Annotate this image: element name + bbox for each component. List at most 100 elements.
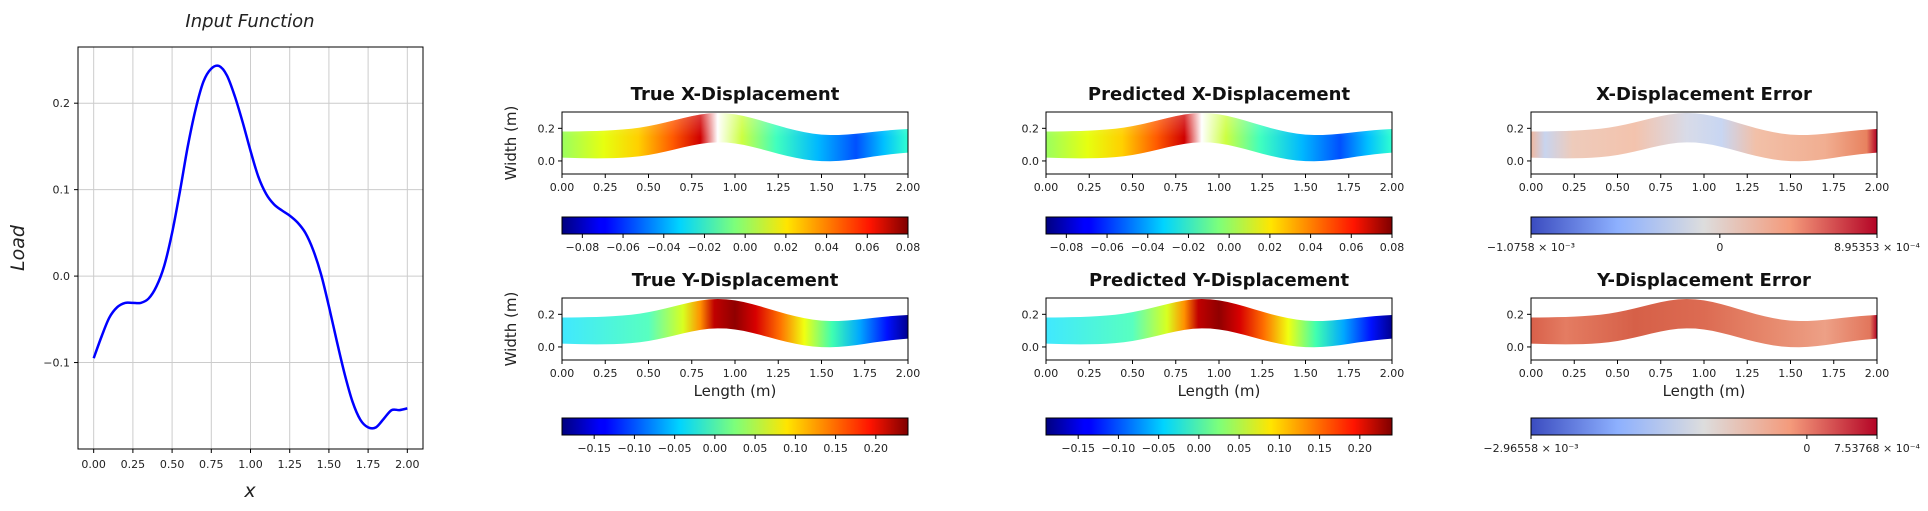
panel-title: True X-Displacement <box>631 84 840 105</box>
panel-title: X-Displacement Error <box>1596 84 1812 105</box>
panel-x-tick-label: 2.00 <box>1865 367 1890 380</box>
panel-x-tick-label: 0.00 <box>1034 367 1059 380</box>
colorbar-true-y: −0.15 −0.10 −0.05 0.00 0.05 0.10 0.15 0.20 <box>561 417 909 455</box>
colorbar-tick-label: 0.06 <box>855 241 880 254</box>
panel-x-tick-label: 1.50 <box>1293 367 1318 380</box>
colorbar-gradient <box>1045 417 1393 436</box>
panel-y-tick-label: 0.2 <box>1507 308 1525 321</box>
colorbar-tick-label: 0.05 <box>743 442 768 455</box>
colorbar-tick-label: −0.08 <box>1049 241 1083 254</box>
panel-x-tick-label: 1.75 <box>1337 181 1362 194</box>
panel-y-tick-label: 0.0 <box>1507 341 1525 354</box>
panel-x-tick-label: 1.25 <box>766 181 791 194</box>
line-chart-x-ticks: 0.00 0.25 0.50 0.75 1.00 1.25 1.50 1.75 2.00 <box>81 449 420 471</box>
panel-x-tick-label: 0.25 <box>593 367 618 380</box>
panel-true-y: True Y-Displacement 0.00 0.25 0.50 0.75 1.00 1… <box>502 270 920 455</box>
colorbar-tick-label: −0.06 <box>606 241 640 254</box>
panel-x-tick-label: 0.00 <box>550 181 575 194</box>
panel-title: Y-Displacement Error <box>1596 270 1811 291</box>
panel-x-label: Length (m) <box>1663 382 1746 400</box>
panel-x-tick-label: 1.25 <box>1250 181 1275 194</box>
colorbar-tick-label: 0.02 <box>774 241 799 254</box>
line-chart-x-tick-label: 2.00 <box>395 458 420 471</box>
colorbar-tick-label: −0.02 <box>1172 241 1206 254</box>
panel-x-tick-label: 0.25 <box>1077 367 1102 380</box>
panel-title: Predicted Y-Displacement <box>1089 270 1350 291</box>
colorbar-gradient <box>561 417 909 436</box>
colorbar-err-y: −2.96558 × 10⁻³ 0 7.53768 × 10⁻⁴ <box>1483 417 1921 455</box>
colorbar-tick-label: 0.10 <box>783 442 808 455</box>
line-chart-x-tick-label: 0.50 <box>160 458 185 471</box>
colorbar-tick-label: 7.53768 × 10⁻⁴ <box>1834 442 1921 455</box>
panel-x-tick-label: 1.75 <box>853 181 878 194</box>
line-chart-y-tick-label: 0.2 <box>53 97 71 110</box>
panel-x-tick-label: 0.50 <box>1120 181 1145 194</box>
beam-shading <box>562 113 908 162</box>
panel-x-tick-label: 1.50 <box>1778 181 1803 194</box>
line-chart-x-tick-label: 0.00 <box>81 458 106 471</box>
beam-field <box>1046 299 1392 348</box>
panel-x-tick-label: 0.50 <box>636 367 661 380</box>
beam-field <box>1531 113 1877 162</box>
panel-x-tick-label: 2.00 <box>896 181 921 194</box>
colorbar-err-x: −1.0758 × 10⁻³ 0 8.95353 × 10⁻⁴ <box>1487 216 1921 254</box>
input-function-line <box>92 64 408 430</box>
colorbar-tick-label: −1.0758 × 10⁻³ <box>1487 241 1575 254</box>
colorbar-tick-label: 0.02 <box>1258 241 1283 254</box>
panel-y-tick-label: 0.2 <box>1507 122 1525 135</box>
panel-x-tick-label: 0.25 <box>593 181 618 194</box>
panel-x-tick-label: 2.00 <box>1380 367 1405 380</box>
panel-x-tick-label: 0.00 <box>1034 181 1059 194</box>
colorbar-tick-label: −0.05 <box>658 442 692 455</box>
panel-y-label: Width (m) <box>502 292 520 367</box>
panel-x-tick-label: 1.00 <box>723 367 748 380</box>
colorbar-tick-label: 0.05 <box>1227 442 1252 455</box>
colorbar-tick-label: 0.00 <box>703 442 728 455</box>
panel-pred-y: Predicted Y-Displacement 0.00 0.25 0.50 0.75… <box>1022 270 1405 455</box>
panel-y-tick-label: 0.2 <box>1022 122 1040 135</box>
colorbar-tick-label: −0.15 <box>1061 442 1095 455</box>
colorbar-tick-label: 0.15 <box>1307 442 1332 455</box>
panel-y-tick-label: 0.2 <box>1022 308 1040 321</box>
colorbar-tick-label: 0.04 <box>814 241 839 254</box>
panel-x-tick-label: 0.75 <box>1164 181 1189 194</box>
panel-y-tick-label: 0.0 <box>1507 155 1525 168</box>
panel-title: Predicted X-Displacement <box>1088 84 1351 105</box>
panel-x-tick-label: 0.25 <box>1562 181 1587 194</box>
line-chart-y-label: Load <box>7 224 29 271</box>
line-chart-x-tick-label: 1.25 <box>277 458 302 471</box>
colorbar-tick-label: 0.08 <box>1380 241 1405 254</box>
line-chart-y-tick-label: 0.0 <box>53 270 71 283</box>
colorbar-gradient <box>1045 216 1393 235</box>
panel-x-tick-label: 1.00 <box>1207 367 1232 380</box>
colorbar-tick-label: −0.06 <box>1090 241 1124 254</box>
panel-x-tick-label: 1.25 <box>1250 367 1275 380</box>
panel-y-tick-label: 0.0 <box>1022 341 1040 354</box>
panel-x-tick-label: 1.50 <box>1778 367 1803 380</box>
panel-pred-x: Predicted X-Displacement 0.00 0.25 0.50 0.75… <box>1022 84 1405 254</box>
panel-x-label: Length (m) <box>1178 382 1261 400</box>
displacement-panels: True X-Displacement 0.00 0.25 0.50 0.75 1.00 1… <box>502 84 1921 455</box>
line-chart-x-tick-label: 1.00 <box>238 458 263 471</box>
colorbar-true-x: −0.08 −0.06 −0.04 −0.02 0.00 0.02 0.04 0.06 0.08 <box>561 216 920 254</box>
panel-x-tick-label: 1.50 <box>1293 181 1318 194</box>
colorbar-tick-label: 0.04 <box>1298 241 1323 254</box>
panel-x-tick-label: 2.00 <box>1865 181 1890 194</box>
panel-x-tick-label: 2.00 <box>1380 181 1405 194</box>
panel-x-tick-label: 1.75 <box>1337 367 1362 380</box>
panel-x-tick-label: 1.75 <box>1822 367 1847 380</box>
colorbar-gradient <box>1530 417 1878 436</box>
panel-title: True Y-Displacement <box>632 270 839 291</box>
panel-x-tick-label: 0.75 <box>1649 367 1674 380</box>
panel-x-tick-label: 1.00 <box>1692 181 1717 194</box>
line-chart-x-tick-label: 1.50 <box>317 458 342 471</box>
colorbar-tick-label: 0.00 <box>1187 442 1212 455</box>
colorbar-tick-label: 0.20 <box>864 442 889 455</box>
colorbar-gradient <box>561 216 909 235</box>
panel-x-tick-label: 0.50 <box>1120 367 1145 380</box>
line-chart-x-tick-label: 0.75 <box>199 458 224 471</box>
panel-x-tick-label: 1.50 <box>809 367 834 380</box>
panel-x-tick-label: 2.00 <box>896 367 921 380</box>
